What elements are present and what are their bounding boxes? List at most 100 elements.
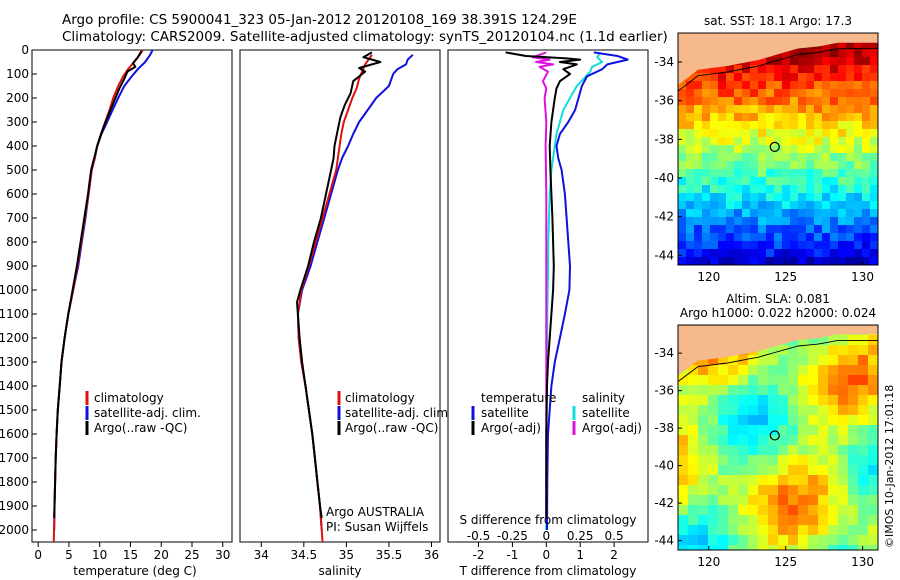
heatmap-cell bbox=[838, 445, 848, 455]
heatmap-cell bbox=[708, 395, 718, 405]
heatmap-cell bbox=[790, 201, 798, 209]
sst-map-axes: 120 125 130 -34 -36 -38 -40 -42 -44 bbox=[654, 55, 874, 284]
title-line-2: Climatology: CARS2009. Satellite-adjuste… bbox=[62, 29, 668, 45]
heatmap-cell bbox=[726, 73, 734, 81]
heatmap-cell bbox=[702, 225, 710, 233]
heatmap-cell bbox=[758, 113, 766, 121]
heatmap-cell bbox=[718, 535, 728, 545]
heatmap-cell bbox=[742, 97, 750, 105]
heatmap-cell bbox=[718, 249, 726, 257]
heatmap-cell bbox=[818, 495, 828, 505]
heatmap-cell bbox=[822, 233, 830, 241]
depth-axis: 0 100 200 300 400 500 600 700 800 900 1000 1100 1200… bbox=[0, 43, 37, 537]
heatmap-cell bbox=[798, 415, 808, 425]
heatmap-cell bbox=[806, 161, 814, 169]
heatmap-cell bbox=[822, 65, 830, 73]
heatmap-cell bbox=[846, 73, 854, 81]
heatmap-cell bbox=[758, 375, 768, 385]
heatmap-cell bbox=[758, 201, 766, 209]
heatmap-cell bbox=[710, 233, 718, 241]
y-tick-label: 400 bbox=[6, 139, 29, 153]
heatmap-cell bbox=[708, 385, 718, 395]
heatmap-cell bbox=[806, 105, 814, 113]
heatmap-cell bbox=[710, 225, 718, 233]
heatmap-cell bbox=[688, 435, 698, 445]
heatmap-cell bbox=[728, 435, 738, 445]
heatmap-cell bbox=[766, 129, 774, 137]
heatmap-cell bbox=[758, 129, 766, 137]
heatmap-cell bbox=[778, 535, 788, 545]
heatmap-cell bbox=[748, 405, 758, 415]
heatmap-cell bbox=[798, 57, 806, 65]
heatmap-cell bbox=[838, 257, 846, 265]
heatmap-cell bbox=[788, 495, 798, 505]
difference-series bbox=[505, 51, 629, 531]
heatmap-cell bbox=[778, 505, 788, 515]
heatmap-cell bbox=[726, 249, 734, 257]
heatmap-cell bbox=[742, 225, 750, 233]
heatmap-cell bbox=[726, 193, 734, 201]
heatmap-cell bbox=[806, 97, 814, 105]
heatmap-cell bbox=[774, 105, 782, 113]
heatmap-cell bbox=[702, 89, 710, 97]
heatmap-cell bbox=[798, 225, 806, 233]
heatmap-cell bbox=[726, 209, 734, 217]
heatmap-cell bbox=[798, 345, 808, 355]
heatmap-cell bbox=[768, 365, 778, 375]
heatmap-cell bbox=[828, 435, 838, 445]
heatmap-cell bbox=[750, 249, 758, 257]
heatmap-cell bbox=[790, 185, 798, 193]
heatmap-cell bbox=[858, 455, 868, 465]
heatmap-cell bbox=[742, 177, 750, 185]
sla-map-frame bbox=[677, 324, 879, 551]
heatmap-cell bbox=[808, 445, 818, 455]
heatmap-cell bbox=[870, 145, 878, 153]
heatmap-cell bbox=[838, 129, 846, 137]
heatmap-cell bbox=[734, 177, 742, 185]
heatmap-cell bbox=[808, 375, 818, 385]
heatmap-cell bbox=[710, 97, 718, 105]
heatmap-cell bbox=[758, 505, 768, 515]
heatmap-cell bbox=[686, 113, 694, 121]
heatmap-cell bbox=[814, 201, 822, 209]
heatmap-cell bbox=[854, 145, 862, 153]
heatmap-cell bbox=[738, 515, 748, 525]
heatmap-cell bbox=[858, 465, 868, 475]
heatmap-cell bbox=[686, 257, 694, 265]
heatmap-cell bbox=[734, 97, 742, 105]
heatmap-cell bbox=[768, 535, 778, 545]
heatmap-cell bbox=[870, 137, 878, 145]
heatmap-cell bbox=[678, 257, 686, 265]
heatmap-cell bbox=[698, 545, 708, 550]
heatmap-cell bbox=[822, 153, 830, 161]
heatmap-cell bbox=[848, 465, 858, 475]
heatmap-cell bbox=[686, 233, 694, 241]
heatmap-cell bbox=[702, 129, 710, 137]
heatmap-cell bbox=[790, 121, 798, 129]
heatmap-cell bbox=[748, 525, 758, 535]
heatmap-cell bbox=[868, 475, 878, 485]
salinity-legend: climatology satellite-adj. clim. Argo(..… bbox=[337, 391, 452, 435]
heatmap-cell bbox=[806, 89, 814, 97]
heatmap-cell bbox=[788, 465, 798, 475]
heatmap-cell bbox=[734, 169, 742, 177]
heatmap-cell bbox=[838, 465, 848, 475]
heatmap-cell bbox=[750, 89, 758, 97]
heatmap-cell bbox=[808, 425, 818, 435]
map-x-tick-label: 125 bbox=[774, 555, 797, 569]
heatmap-cell bbox=[838, 89, 846, 97]
heatmap-cell bbox=[766, 257, 774, 265]
heatmap-cell bbox=[808, 355, 818, 365]
heatmap-cell bbox=[726, 97, 734, 105]
heatmap-cell bbox=[688, 535, 698, 545]
heatmap-cell bbox=[838, 225, 846, 233]
heatmap-cell bbox=[778, 475, 788, 485]
heatmap-cell bbox=[790, 129, 798, 137]
heatmap-cell bbox=[708, 365, 718, 375]
heatmap-cell bbox=[862, 97, 870, 105]
heatmap-cell bbox=[688, 395, 698, 405]
heatmap-cell bbox=[848, 475, 858, 485]
heatmap-cell bbox=[854, 81, 862, 89]
heatmap-cell bbox=[838, 505, 848, 515]
heatmap-cell bbox=[806, 57, 814, 65]
